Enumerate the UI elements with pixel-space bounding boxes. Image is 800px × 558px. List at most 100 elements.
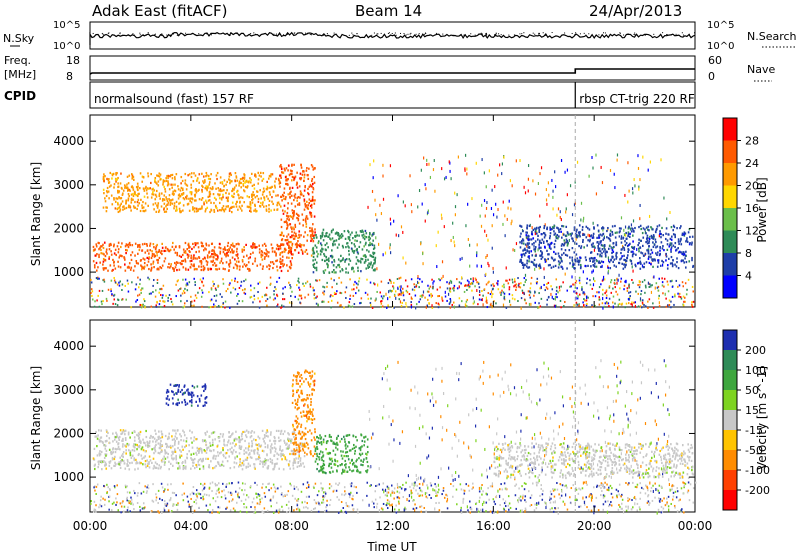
data-cell	[642, 252, 644, 254]
data-cell	[358, 246, 360, 248]
date-title: 24/Apr/2013	[589, 2, 682, 20]
scatter-cell	[654, 497, 656, 499]
scatter-cell	[667, 284, 669, 286]
scatter-cell	[212, 281, 214, 283]
scatter-cell	[656, 489, 658, 491]
scatter-cell	[414, 482, 416, 484]
data-cell	[301, 244, 303, 246]
data-cell	[236, 248, 238, 250]
scatter-cell	[370, 282, 372, 284]
data-cell	[178, 197, 180, 199]
scatter-cell	[208, 306, 210, 308]
scatter-cell	[352, 495, 354, 497]
data-cell	[220, 182, 222, 184]
scatter-cell	[139, 279, 141, 281]
scatter-cell	[607, 489, 609, 491]
scatter-cell	[393, 220, 394, 223]
data-cell	[684, 253, 686, 255]
data-cell	[191, 172, 193, 174]
data-cell	[222, 196, 224, 198]
scatter-cell	[672, 286, 674, 288]
scatter-cell	[464, 291, 466, 293]
data-cell	[144, 258, 146, 260]
scatter-cell	[528, 290, 530, 292]
data-cell	[604, 248, 606, 250]
scatter-cell	[419, 506, 421, 508]
scatter-cell	[579, 282, 581, 284]
data-cell	[331, 230, 333, 232]
scatter-cell	[516, 159, 517, 162]
data-cell	[328, 271, 330, 273]
scatter-cell	[399, 293, 401, 295]
scatter-cell	[101, 505, 103, 507]
noise-search-point	[682, 32, 683, 33]
data-cell	[213, 202, 215, 204]
data-cell	[297, 214, 299, 216]
data-cell	[311, 164, 313, 166]
scatter-cell	[357, 509, 359, 511]
data-cell	[332, 244, 334, 246]
scatter-cell	[296, 486, 298, 488]
data-cell	[549, 235, 551, 237]
data-cell	[528, 255, 530, 257]
data-cell	[338, 233, 340, 235]
data-cell	[126, 183, 128, 185]
scatter-cell	[503, 286, 505, 288]
noise-left-tick-bottom: 10^0	[53, 41, 80, 52]
data-cell	[332, 256, 334, 258]
data-cell	[246, 195, 248, 197]
data-cell	[262, 201, 264, 203]
scatter-cell	[507, 218, 508, 221]
data-cell	[326, 259, 328, 261]
scatter-cell	[410, 490, 412, 492]
scatter-cell	[348, 505, 350, 507]
data-cell	[671, 246, 673, 248]
scatter-cell	[565, 273, 566, 276]
scatter-cell	[124, 506, 126, 508]
data-cell	[244, 263, 246, 265]
noise-search-point	[132, 33, 133, 34]
scatter-cell	[514, 485, 516, 487]
noise-search-point	[429, 34, 430, 35]
data-cell	[111, 203, 113, 205]
scatter-cell	[386, 504, 388, 506]
data-cell	[591, 244, 593, 246]
data-cell	[646, 249, 648, 251]
scatter-cell	[306, 496, 308, 498]
data-cell	[531, 233, 533, 235]
scatter-cell	[422, 252, 423, 255]
scatter-cell	[112, 303, 114, 305]
data-cell	[610, 235, 612, 237]
scatter-cell	[144, 485, 146, 487]
scatter-cell	[459, 297, 461, 299]
scatter-cell	[110, 290, 112, 292]
data-cell	[236, 267, 238, 269]
scatter-cell	[124, 285, 126, 287]
data-cell	[373, 262, 375, 264]
scatter-cell	[393, 307, 395, 309]
scatter-cell	[343, 307, 345, 309]
data-cell	[357, 267, 359, 269]
data-cell	[521, 254, 523, 256]
data-cell	[253, 194, 255, 196]
data-cell	[183, 197, 185, 199]
data-cell	[212, 186, 214, 188]
scatter-cell	[303, 507, 305, 509]
scatter-cell	[311, 510, 313, 512]
data-cell	[245, 186, 247, 188]
data-cell	[282, 265, 284, 267]
scatter-cell	[414, 289, 416, 291]
data-cell	[201, 269, 203, 271]
scatter-cell	[446, 300, 448, 302]
data-cell	[519, 225, 521, 227]
data-cell	[606, 251, 608, 253]
scatter-cell	[180, 300, 182, 302]
scatter-cell	[142, 287, 144, 289]
data-cell	[164, 188, 166, 190]
scatter-cell	[238, 300, 240, 302]
data-cell	[108, 178, 110, 180]
data-cell	[98, 254, 100, 256]
scatter-cell	[530, 283, 532, 285]
noise-sky-trace	[90, 33, 695, 45]
scatter-cell	[681, 509, 683, 511]
